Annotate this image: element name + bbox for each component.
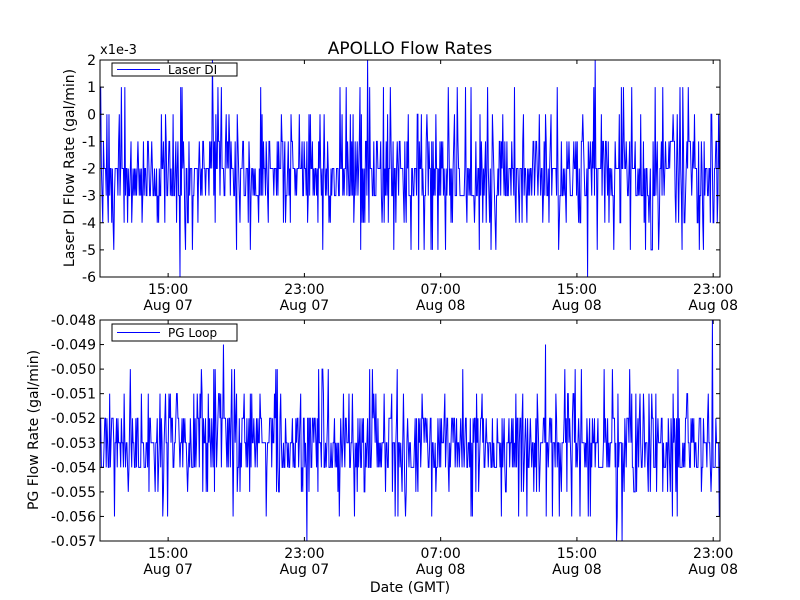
pg-loop-x-tick-time: 07:00 (420, 546, 460, 562)
laser-di-y-tick-label: -1 (82, 134, 96, 150)
laser-di-y-axis-label: Laser DI Flow Rate (gal/min) (62, 69, 78, 267)
pg-loop-y-ticks: -0.048 -0.049 -0.050 -0.051 -0.052 -0.053 -0.0… (51, 313, 720, 550)
laser-di-x-tick-time: 23:00 (693, 282, 733, 298)
pg-loop-plot-border (99, 319, 721, 542)
laser-di-x-tick-date: Aug 07 (280, 298, 330, 314)
pg-loop-legend: PG Loop (111, 323, 238, 342)
laser-di-x-tick-time: 15:00 (148, 282, 188, 298)
pg-loop-x-tick-date: Aug 08 (552, 562, 602, 578)
pg-loop-y-tick-label: -0.053 (51, 436, 96, 452)
pg-loop-axes: -0.048 -0.049 -0.050 -0.051 -0.052 -0.053 -0.0… (26, 313, 738, 596)
laser-di-x-tick-date: Aug 07 (143, 298, 193, 314)
laser-di-x-tick-date: Aug 08 (688, 298, 738, 314)
pg-loop-y-tick-label: -0.054 (51, 460, 96, 476)
pg-loop-y-tick-label: -0.049 (51, 338, 96, 354)
laser-di-series-path (100, 59, 721, 278)
laser-di-x-tick-time: 15:00 (557, 282, 597, 298)
laser-di-legend-box (111, 62, 238, 77)
laser-di-y-tick-label: -3 (82, 189, 96, 205)
laser-di-x-tick-date: Aug 08 (552, 298, 602, 314)
laser-di-x-tick-time: 23:00 (284, 282, 324, 298)
x-axis-label: Date (GMT) (370, 580, 450, 596)
pg-loop-x-tick-time: 23:00 (693, 546, 733, 562)
pg-loop-x-tick-date: Aug 08 (688, 562, 738, 578)
pg-loop-y-tick-label: -0.051 (51, 387, 96, 403)
laser-di-y-tick-label: 0 (87, 107, 96, 123)
pg-loop-y-tick-label: -0.052 (51, 411, 96, 427)
pg-loop-x-tick-time: 15:00 (148, 546, 188, 562)
pg-loop-x-tick-date: Aug 08 (416, 562, 466, 578)
laser-di-y-ticks: 2 1 0 -1 -2 -3 -4 -5 -6 (82, 53, 720, 286)
laser-di-y-tick-label: -2 (82, 162, 96, 178)
chart-title: APOLLO Flow Rates (328, 39, 493, 59)
pg-loop-x-tick-date: Aug 07 (143, 562, 193, 578)
laser-di-series-line (100, 59, 721, 278)
pg-loop-y-tick-label: -0.050 (51, 362, 96, 378)
pg-loop-y-tick-label: -0.057 (51, 534, 96, 550)
pg-loop-legend-box (111, 323, 238, 342)
laser-di-y-tick-label: -6 (82, 270, 96, 286)
pg-loop-legend-label: PG Loop (168, 326, 217, 340)
laser-di-x-tick-time: 07:00 (420, 282, 460, 298)
pg-loop-series-path (99, 319, 721, 542)
laser-di-y-tick-label: 1 (87, 80, 96, 96)
laser-di-y-tick-label: -4 (82, 216, 96, 232)
laser-di-legend: Laser DI (111, 62, 238, 77)
pg-loop-y-axis-label: PG Flow Rate (gal/min) (26, 350, 42, 510)
laser-di-y-multiplier: x1e-3 (100, 43, 137, 58)
laser-di-legend-label: Laser DI (168, 63, 217, 77)
pg-loop-y-tick-label: -0.048 (51, 313, 96, 329)
pg-loop-x-tick-time: 23:00 (284, 546, 324, 562)
pg-loop-y-tick-label: -0.056 (51, 509, 96, 525)
laser-di-y-tick-label: 2 (87, 53, 96, 69)
pg-loop-x-tick-time: 15:00 (557, 546, 597, 562)
laser-di-y-tick-label: -5 (82, 243, 96, 259)
laser-di-x-tick-date: Aug 08 (416, 298, 466, 314)
pg-loop-y-tick-label: -0.055 (51, 485, 96, 501)
pg-loop-series-line (99, 319, 721, 542)
pg-loop-x-tick-date: Aug 07 (280, 562, 330, 578)
